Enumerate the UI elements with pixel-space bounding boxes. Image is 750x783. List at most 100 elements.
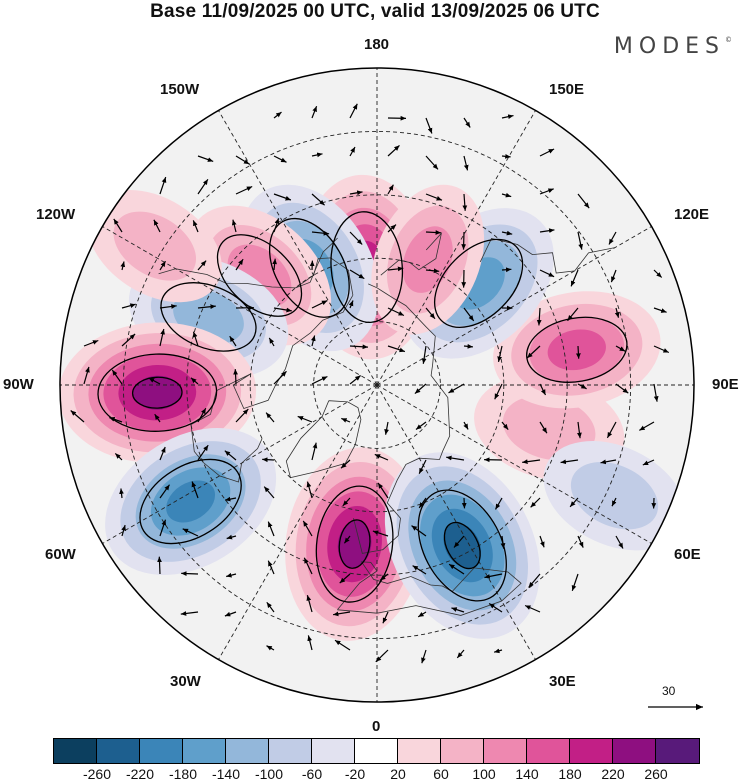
contour-group (330, 211, 404, 324)
modes-logo: MODES© (614, 34, 732, 59)
wind-vector (611, 497, 617, 507)
anomaly-band (547, 329, 606, 371)
wind-vector (311, 152, 323, 158)
anomaly-band (337, 520, 372, 568)
contour-line (417, 489, 507, 602)
contour-group (97, 353, 218, 432)
wind-vector (197, 260, 207, 271)
colorbar (53, 738, 700, 764)
graticule (60, 68, 694, 702)
wind-vector (577, 193, 590, 209)
colorbar-swatch (441, 739, 484, 763)
colorbar-swatch (54, 739, 97, 763)
wind-vector (159, 446, 166, 461)
wind-vector (310, 335, 316, 347)
wind-vector (349, 231, 363, 245)
wind-vector (113, 218, 123, 233)
wind-vector (349, 344, 369, 350)
wind-vector (606, 421, 617, 439)
colorbar-tick-label: 260 (644, 766, 668, 782)
coastline (295, 237, 338, 289)
wind-vector (462, 193, 468, 211)
wind-vector (522, 459, 541, 465)
wind-vector (191, 481, 199, 499)
wind-vector (615, 383, 629, 394)
wind-vector (421, 345, 427, 364)
wind-vector (306, 481, 313, 499)
wind-vector (425, 155, 439, 170)
coastline (353, 283, 451, 554)
wind-vector (372, 530, 389, 537)
wind-vector (539, 228, 555, 234)
colorbar-ticks: -260 -220 -180 -140 -100 -60 -20 20 60 100 140 180 2… (0, 766, 750, 782)
wind-vector (109, 416, 123, 423)
wind-vector (608, 231, 617, 245)
wind-vector (229, 335, 237, 347)
wind-vector (343, 535, 351, 544)
wind-vector (233, 369, 238, 385)
wind-vector (197, 304, 216, 310)
wind-vector (334, 639, 351, 651)
reference-vector-label: 30 (662, 684, 676, 698)
wind-vector (307, 635, 313, 651)
wind-vector (224, 496, 237, 502)
anomaly-band (443, 522, 482, 569)
anomaly-high (493, 291, 661, 409)
wind-vector (653, 345, 670, 354)
label-150e: 150E (549, 81, 585, 98)
label-0: 0 (372, 718, 381, 735)
height-contours (97, 211, 628, 603)
anomaly-band (113, 211, 197, 281)
wind-vector (340, 459, 351, 469)
wind-vector (349, 375, 361, 385)
contour-line (443, 521, 481, 570)
wind-vector (311, 105, 318, 119)
contour-line (338, 519, 371, 569)
wind-vector (501, 421, 509, 430)
wind-vector (159, 519, 167, 537)
wind-vector (387, 144, 400, 157)
wind-vector (273, 370, 287, 385)
colorbar-swatch (355, 739, 398, 763)
wind-vector (418, 459, 427, 474)
wind-vector (448, 563, 465, 575)
wind-vector (182, 528, 199, 537)
wind-vector (642, 459, 655, 466)
wind-vector (461, 231, 467, 250)
wind-vector (121, 524, 126, 537)
wind-vector (560, 459, 579, 465)
colorbar-swatch (656, 739, 699, 763)
contour-line (268, 217, 350, 318)
wind-vector (494, 497, 503, 510)
colorbar-tick-label: -140 (211, 766, 241, 782)
anomaly-high (87, 189, 222, 303)
wind-vector (224, 450, 237, 461)
wind-vector (539, 421, 548, 434)
colorbar-tick-label: 20 (390, 766, 406, 782)
wind-vector (153, 219, 161, 233)
wind-vector (571, 573, 579, 591)
wind-vector (425, 117, 433, 134)
wind-vector (411, 525, 427, 537)
label-150w: 150W (160, 81, 200, 98)
coastline (337, 561, 522, 616)
wind-vector (384, 421, 389, 435)
wind-vector (377, 482, 389, 499)
wind-vector (610, 269, 617, 283)
wind-vector (339, 573, 351, 584)
wind-vector (197, 407, 207, 423)
wind-vector (311, 300, 328, 309)
wind-vector (266, 601, 275, 613)
wind-vector (159, 176, 167, 195)
wind-vector (494, 383, 503, 400)
wind-vector (570, 269, 579, 287)
wind-vector (412, 565, 427, 575)
wind-vector (530, 497, 541, 508)
colorbar-swatch (484, 739, 527, 763)
copyright-mark: © (725, 36, 732, 44)
wind-vector (417, 611, 427, 618)
wind-vector (333, 611, 351, 617)
wind-vector (120, 261, 126, 271)
label-60e: 60E (674, 546, 701, 563)
